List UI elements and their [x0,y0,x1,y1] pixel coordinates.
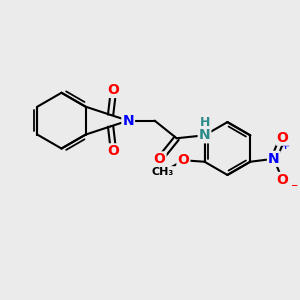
Text: N: N [122,114,134,128]
Text: O: O [178,153,189,167]
Text: N: N [268,152,280,166]
Text: O: O [277,173,289,187]
Text: O: O [108,144,119,158]
Text: N: N [199,128,210,142]
Text: ⁻: ⁻ [290,181,297,195]
Text: +: + [281,141,290,151]
Text: H: H [200,116,210,129]
Text: O: O [154,152,166,167]
Text: CH₃: CH₃ [152,167,174,177]
Text: O: O [108,83,119,97]
Text: O: O [277,131,289,145]
